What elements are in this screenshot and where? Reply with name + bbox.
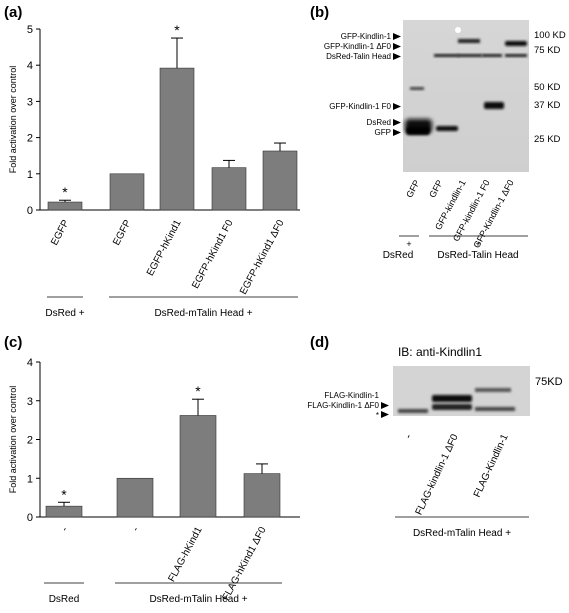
blot-speck: [455, 27, 461, 33]
band-talin-lane4: [482, 54, 502, 57]
chart-c-group-label-0: DsRed: [49, 594, 80, 605]
band-d-star-lane1: [398, 409, 428, 413]
band-dsred-lane1: [406, 127, 430, 135]
marker-50: 50 KD: [534, 82, 561, 93]
arrow-talin: [393, 53, 401, 60]
band-f0-lane4: [484, 102, 504, 109]
band-label-f0: GFP-Kindlin-1 F0: [329, 102, 391, 111]
band-d-label-df0: FLAG-Kindlin-1 ΔF0: [307, 401, 379, 410]
panel-letter-a: (a): [4, 4, 23, 21]
chart-c-y-axis-label: Fold activation over control: [8, 386, 18, 494]
chart-a-significance-0: *: [62, 184, 68, 200]
panel-letter-c: (c): [4, 334, 23, 351]
chart-a-bar-4: [262, 150, 298, 211]
band-talin-lane5: [505, 54, 527, 57]
group-label-talin: DsRed-Talin Head: [437, 250, 518, 261]
chart-a-bar-2: [159, 67, 195, 211]
chart-a-bar-1: [109, 173, 145, 211]
group-d-label: DsRed-mTalin Head +: [413, 528, 511, 539]
arrow-d-star: [381, 411, 389, 418]
marker-25: 25 KD: [534, 134, 561, 145]
band-label-kindlin-df0: GFP-Kindlin-1 ΔF0: [324, 42, 392, 51]
chart-a-y-tick-label-5: 5: [27, 24, 33, 36]
chart-a-significance-2: *: [174, 22, 180, 38]
chart-c-bar-1: [116, 477, 154, 518]
chart-c-category-label-0: -: [59, 525, 70, 533]
band-d-label-star: *: [376, 411, 379, 420]
chart-c-y-tick-label-2: 2: [27, 435, 33, 447]
chart-a-y-tick-label-2: 2: [27, 133, 33, 145]
chart-c-y-tick-label-4: 4: [27, 357, 33, 369]
chart-a-y-tick-label-3: 3: [27, 96, 33, 108]
band-d-df0-lane2: [432, 395, 472, 402]
chart-a-bar-3: [211, 167, 247, 211]
arrow-kindlin-df0: [393, 43, 401, 50]
group-plus-talin: +: [475, 239, 480, 249]
band-d-kindlin-lane3: [475, 388, 511, 392]
chart-c-y-tick-label-0: 0: [27, 512, 33, 524]
chart-c-significance-0: *: [61, 486, 67, 502]
group-plus-dsred: +: [406, 239, 411, 249]
arrow-kindlin: [393, 33, 401, 40]
marker-100: 100 KD: [534, 30, 566, 41]
arrow-f0: [393, 103, 401, 110]
chart-c-bar-2: [179, 415, 217, 518]
chart-a-group-label-1: DsRed-mTalin Head +: [154, 308, 252, 319]
band-talin-lane3: [458, 54, 482, 57]
band-df0-lane5: [505, 41, 527, 46]
lane-d-label-2: FLAG-kindlin-1 ΔF0: [414, 432, 461, 517]
band-kindlin-lane3: [458, 39, 480, 43]
marker-37: 37 KD: [534, 100, 561, 111]
band-label-kindlin: GFP-Kindlin-1: [341, 32, 392, 41]
band-gfp-lane2: [436, 126, 458, 131]
band-talin-lane2: [434, 54, 459, 57]
lane-d-label-1: -: [402, 432, 415, 441]
chart-c-group-label-1: DsRed-mTalin Head +: [149, 594, 247, 605]
chart-c-y-tick-label-1: 1: [27, 473, 33, 485]
chart-a-group-label-0: DsRed +: [45, 308, 84, 319]
arrow-gfp: [393, 129, 401, 136]
chart-a-y-tick-label-1: 1: [27, 169, 33, 181]
group-label-dsred: DsRed: [383, 250, 414, 261]
chart-a-y-axis-label: Fold activation over control: [8, 66, 18, 174]
panel-letter-d: (d): [310, 334, 330, 351]
chart-c-y-tick-label-3: 3: [27, 396, 33, 408]
band-label-talin: DsRed-Talin Head: [326, 52, 391, 61]
band-d-star-lane3: [475, 407, 515, 411]
band-d-label-kindlin: FLAG-Kindlin-1: [324, 391, 379, 400]
band-d-lower-lane2: [432, 404, 472, 410]
blot-d-marker: 75KD: [535, 376, 563, 388]
lane-d-label-3: FLAG-Kindlin-1: [472, 432, 511, 499]
marker-75: 75 KD: [534, 45, 561, 56]
chart-c-category-label-1: -: [130, 525, 141, 533]
arrow-dsred: [393, 119, 401, 126]
blot-d-title: IB: anti-Kindlin1: [398, 345, 482, 359]
chart-a-y-tick-label-0: 0: [27, 205, 33, 217]
band-label-dsred: DsRed: [367, 118, 391, 127]
chart-c-bar-3: [243, 473, 281, 518]
panel-letter-b: (b): [310, 4, 330, 21]
chart-a-y-tick-label-4: 4: [27, 60, 33, 72]
band-label-gfp: GFP: [375, 128, 391, 137]
chart-c-significance-2: *: [195, 383, 201, 399]
arrow-d-df0: [381, 402, 389, 409]
band-faint-lane1: [410, 87, 424, 90]
